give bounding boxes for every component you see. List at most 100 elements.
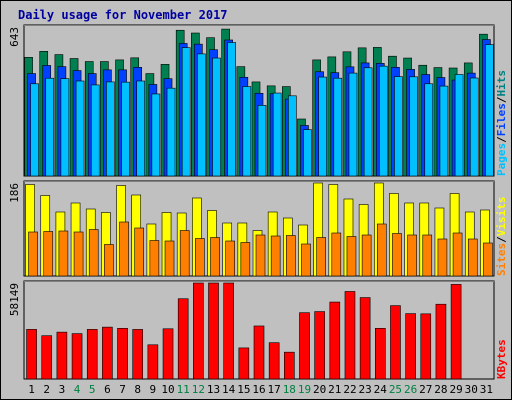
bar-visits-sites-day-1 (28, 231, 38, 277)
chart-title: Daily usage for November 2017 (18, 8, 228, 22)
bar-visits-sites-day-10 (164, 240, 175, 277)
x-tick-label-day-21: 21 (328, 383, 341, 396)
bar-visits-sites-day-26 (407, 234, 417, 277)
bar-traffic-pages-day-2 (45, 77, 55, 177)
bar-traffic-pages-day-17 (272, 92, 282, 177)
bar-visits-sites-day-8 (134, 227, 145, 277)
bar-kbytes-kbytes-day-28 (435, 303, 447, 380)
bar-traffic-pages-day-12 (197, 53, 206, 177)
bar-kbytes-kbytes-day-27 (420, 313, 432, 380)
bar-kbytes-kbytes-day-26 (405, 313, 416, 380)
x-tick-label-day-16: 16 (252, 383, 265, 396)
bar-traffic-pages-day-23 (363, 67, 373, 177)
bar-kbytes-kbytes-day-4 (71, 333, 83, 380)
panel-kbytes-ymax-label: 58149 (8, 283, 21, 316)
bar-visits-sites-day-15 (240, 242, 251, 277)
legend-item-pages: Pages (495, 143, 508, 176)
x-tick-label-day-1: 1 (28, 383, 35, 396)
bar-traffic-pages-day-21 (333, 77, 343, 177)
bar-traffic-pages-day-30 (469, 77, 479, 177)
bar-kbytes-kbytes-day-25 (390, 305, 401, 380)
bar-traffic-pages-day-26 (409, 76, 418, 177)
bar-visits-sites-day-4 (73, 231, 84, 277)
x-tick-label-day-31: 31 (480, 383, 493, 396)
bar-kbytes-kbytes-day-16 (253, 325, 265, 380)
bar-traffic-pages-day-24 (378, 65, 388, 177)
bar-traffic-pages-day-15 (242, 86, 252, 177)
x-tick-label-day-8: 8 (134, 383, 141, 396)
x-tick-label-day-17: 17 (268, 383, 281, 396)
bar-visits-sites-day-7 (119, 221, 129, 277)
panel-visits-ymax-label: 186 (8, 183, 21, 203)
x-tick-label-day-27: 27 (419, 383, 432, 396)
x-tick-label-day-29: 29 (449, 383, 462, 396)
bar-visits-sites-day-27 (422, 234, 433, 277)
x-tick-label-day-3: 3 (59, 383, 66, 396)
bar-kbytes-kbytes-day-24 (374, 327, 386, 380)
legend-separator: / (495, 96, 508, 103)
panel-traffic-ymax-label: 643 (8, 27, 21, 47)
bar-traffic-pages-day-8 (136, 80, 146, 177)
bar-visits-sites-day-3 (58, 230, 69, 277)
x-tick-label-day-18: 18 (283, 383, 296, 396)
bar-traffic-pages-day-18 (288, 95, 297, 177)
x-tick-label-day-7: 7 (119, 383, 126, 396)
bar-visits-sites-day-25 (392, 233, 402, 277)
bar-traffic-pages-day-16 (257, 105, 267, 177)
x-tick-label-day-14: 14 (222, 383, 236, 396)
bar-traffic-pages-day-20 (318, 76, 327, 177)
bar-visits-sites-day-2 (43, 231, 54, 277)
bar-kbytes-kbytes-day-6 (102, 326, 113, 380)
bar-traffic-pages-day-13 (212, 57, 221, 177)
legend-separator: / (495, 136, 508, 143)
bar-kbytes-kbytes-day-10 (162, 328, 174, 380)
bar-visits-sites-day-22 (346, 236, 357, 277)
bar-traffic-pages-day-6 (106, 81, 115, 177)
bar-visits-sites-day-6 (104, 244, 114, 277)
legend-item-sites: Sites (495, 243, 508, 276)
bar-visits-sites-day-29 (452, 232, 463, 277)
x-tick-label-day-15: 15 (237, 383, 250, 396)
bar-traffic-pages-day-7 (121, 81, 130, 177)
legend-item-visits: Visits (495, 197, 508, 237)
bar-kbytes-kbytes-day-5 (86, 329, 98, 380)
bar-visits-sites-day-21 (331, 232, 342, 277)
bar-visits-sites-day-17 (270, 235, 281, 277)
legend-item-files: Files (495, 103, 508, 136)
x-tick-label-day-6: 6 (104, 383, 111, 396)
bar-kbytes-kbytes-day-9 (147, 344, 159, 380)
bar-kbytes-kbytes-day-2 (41, 335, 53, 380)
x-tick-label-day-10: 10 (161, 383, 174, 396)
bar-traffic-pages-day-14 (227, 42, 236, 177)
bar-kbytes-kbytes-day-11 (177, 298, 189, 380)
x-tick-label-day-11: 11 (177, 383, 190, 396)
bar-kbytes-kbytes-day-8 (132, 329, 144, 380)
bar-kbytes-kbytes-day-12 (193, 282, 204, 380)
bar-visits-sites-day-28 (437, 238, 448, 277)
x-tick-label-day-22: 22 (343, 383, 356, 396)
bar-visits-sites-day-14 (225, 240, 235, 277)
x-tick-label-day-5: 5 (89, 383, 96, 396)
panel-kbytes-legend: KBytes (495, 339, 508, 379)
x-tick-label-day-4: 4 (74, 383, 81, 396)
x-tick-label-day-26: 26 (404, 383, 417, 396)
bar-traffic-pages-day-29 (454, 74, 464, 177)
bar-kbytes-kbytes-day-23 (359, 297, 371, 380)
x-tick-label-day-20: 20 (313, 383, 326, 396)
bar-visits-sites-day-30 (467, 238, 478, 277)
bar-visits-sites-day-11 (179, 230, 190, 277)
bar-kbytes-kbytes-day-18 (284, 351, 295, 380)
bar-traffic-pages-day-27 (424, 83, 434, 177)
bar-traffic-pages-day-22 (348, 72, 358, 177)
bar-traffic-pages-day-3 (60, 78, 70, 177)
bar-traffic-pages-day-5 (90, 84, 100, 177)
bar-visits-sites-day-23 (361, 234, 372, 277)
bar-visits-sites-day-13 (210, 237, 220, 277)
x-tick-label-day-9: 9 (150, 383, 157, 396)
bar-visits-sites-day-24 (376, 223, 387, 277)
bar-traffic-pages-day-31 (485, 44, 494, 177)
bar-visits-sites-day-18 (286, 235, 296, 277)
bar-traffic-pages-day-28 (439, 85, 449, 177)
bar-visits-sites-day-9 (149, 240, 160, 277)
